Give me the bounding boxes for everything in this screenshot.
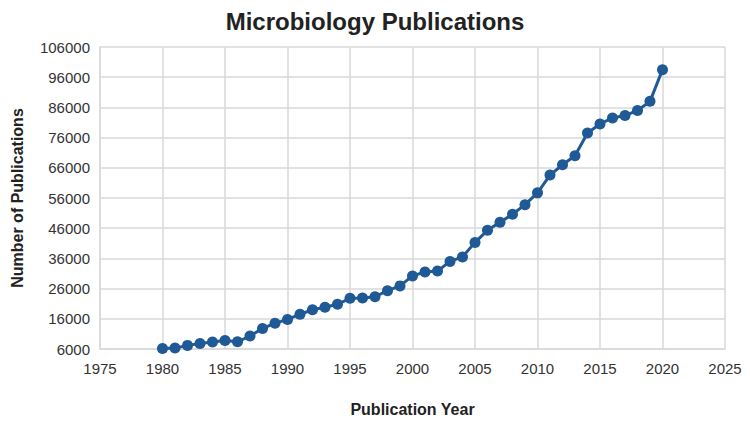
svg-text:76000: 76000 (48, 129, 90, 146)
svg-text:Microbiology Publications: Microbiology Publications (226, 8, 525, 35)
svg-text:46000: 46000 (48, 220, 90, 237)
svg-text:Publication Year: Publication Year (350, 401, 474, 418)
svg-text:1990: 1990 (271, 360, 304, 377)
svg-text:16000: 16000 (48, 310, 90, 327)
svg-text:2015: 2015 (583, 360, 616, 377)
svg-text:26000: 26000 (48, 280, 90, 297)
svg-text:56000: 56000 (48, 190, 90, 207)
svg-text:1995: 1995 (333, 360, 366, 377)
svg-text:2025: 2025 (708, 360, 741, 377)
svg-text:106000: 106000 (40, 39, 90, 56)
svg-text:Number of Publications: Number of Publications (9, 108, 26, 288)
svg-text:6000: 6000 (57, 341, 90, 358)
svg-text:86000: 86000 (48, 99, 90, 116)
svg-text:1975: 1975 (83, 360, 116, 377)
svg-text:1985: 1985 (208, 360, 241, 377)
svg-text:96000: 96000 (48, 69, 90, 86)
svg-text:36000: 36000 (48, 250, 90, 267)
svg-text:2020: 2020 (646, 360, 679, 377)
svg-text:1980: 1980 (146, 360, 179, 377)
svg-text:2010: 2010 (521, 360, 554, 377)
svg-text:2000: 2000 (396, 360, 429, 377)
svg-text:66000: 66000 (48, 159, 90, 176)
svg-text:2005: 2005 (458, 360, 491, 377)
